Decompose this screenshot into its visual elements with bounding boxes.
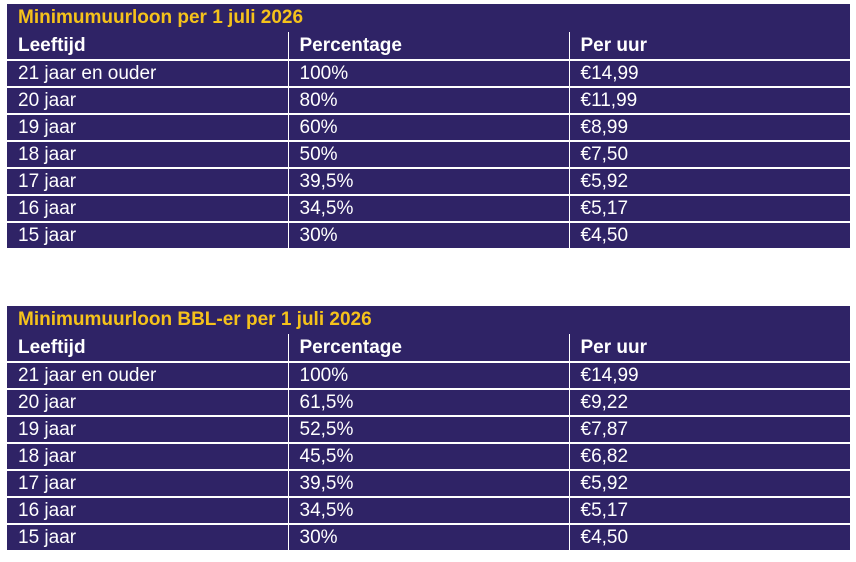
- header-percentage: Percentage: [287, 333, 569, 362]
- cell-percentage: 100%: [287, 361, 569, 389]
- cell-age: 20 jaar: [7, 86, 288, 114]
- cell-age: 16 jaar: [7, 496, 288, 524]
- cell-age: 21 jaar en ouder: [7, 59, 288, 87]
- cell-hourly-wage: €14,99: [568, 361, 851, 389]
- minimum-wage-table: Minimumuurloon per 1 juli 2026 Leeftijd …: [7, 4, 851, 248]
- table-header-row: Leeftijd Percentage Per uur: [7, 31, 851, 60]
- cell-hourly-wage: €5,92: [568, 469, 851, 497]
- cell-hourly-wage: €14,99: [568, 59, 851, 87]
- table-row: 20 jaar 80% €11,99: [7, 86, 851, 114]
- cell-hourly-wage: €8,99: [568, 113, 851, 141]
- table-row: 19 jaar 52,5% €7,87: [7, 415, 851, 443]
- header-leeftijd: Leeftijd: [18, 336, 86, 358]
- cell-percentage: 39,5%: [287, 167, 569, 195]
- header-percentage: Percentage: [287, 31, 569, 60]
- table-title-row: Minimumuurloon per 1 juli 2026: [7, 4, 851, 32]
- cell-age: 17 jaar: [7, 167, 288, 195]
- table-title: Minimumuurloon BBL-er per 1 juli 2026: [7, 306, 851, 334]
- table-row: 16 jaar 34,5% €5,17: [7, 194, 851, 222]
- table-row: 21 jaar en ouder 100% €14,99: [7, 361, 851, 389]
- cell-percentage: 50%: [287, 140, 569, 168]
- cell-hourly-wage: €5,17: [568, 194, 851, 222]
- bbl-minimum-wage-table: Minimumuurloon BBL-er per 1 juli 2026 Le…: [7, 306, 851, 550]
- cell-percentage: 80%: [287, 86, 569, 114]
- cell-hourly-wage: €4,50: [568, 221, 851, 248]
- cell-hourly-wage: €9,22: [568, 388, 851, 416]
- table-row: 17 jaar 39,5% €5,92: [7, 469, 851, 497]
- cell-age: 21 jaar en ouder: [7, 361, 288, 389]
- cell-age: 15 jaar: [7, 523, 288, 550]
- cell-age: 15 jaar: [7, 221, 288, 248]
- cell-percentage: 61,5%: [287, 388, 569, 416]
- table-header-row: Leeftijd Percentage Per uur: [7, 333, 851, 362]
- cell-percentage: 100%: [287, 59, 569, 87]
- table-row: 15 jaar 30% €4,50: [7, 221, 851, 248]
- header-per-uur: Per uur: [568, 333, 851, 362]
- cell-age: 18 jaar: [7, 442, 288, 470]
- cell-hourly-wage: €7,50: [568, 140, 851, 168]
- cell-hourly-wage: €4,50: [568, 523, 851, 550]
- cell-percentage: 34,5%: [287, 194, 569, 222]
- cell-hourly-wage: €5,92: [568, 167, 851, 195]
- table-row: 17 jaar 39,5% €5,92: [7, 167, 851, 195]
- cell-hourly-wage: €11,99: [568, 86, 851, 114]
- header-per-uur: Per uur: [568, 31, 851, 60]
- cell-percentage: 60%: [287, 113, 569, 141]
- cell-age: 16 jaar: [7, 194, 288, 222]
- cell-hourly-wage: €7,87: [568, 415, 851, 443]
- header-leeftijd: Leeftijd: [18, 34, 86, 56]
- cell-age: 19 jaar: [7, 113, 288, 141]
- table-row: 18 jaar 50% €7,50: [7, 140, 851, 168]
- table-row: 16 jaar 34,5% €5,17: [7, 496, 851, 524]
- table-row: 19 jaar 60% €8,99: [7, 113, 851, 141]
- table-row: 21 jaar en ouder 100% €14,99: [7, 59, 851, 87]
- cell-percentage: 45,5%: [287, 442, 569, 470]
- cell-percentage: 34,5%: [287, 496, 569, 524]
- table-title: Minimumuurloon per 1 juli 2026: [7, 4, 851, 32]
- cell-percentage: 30%: [287, 523, 569, 550]
- cell-percentage: 30%: [287, 221, 569, 248]
- table-row: 20 jaar 61,5% €9,22: [7, 388, 851, 416]
- table-row: 15 jaar 30% €4,50: [7, 523, 851, 550]
- cell-hourly-wage: €6,82: [568, 442, 851, 470]
- table-title-row: Minimumuurloon BBL-er per 1 juli 2026: [7, 306, 851, 334]
- cell-age: 17 jaar: [7, 469, 288, 497]
- cell-age: 18 jaar: [7, 140, 288, 168]
- cell-age: 20 jaar: [7, 388, 288, 416]
- cell-percentage: 39,5%: [287, 469, 569, 497]
- cell-hourly-wage: €5,17: [568, 496, 851, 524]
- cell-percentage: 52,5%: [287, 415, 569, 443]
- table-row: 18 jaar 45,5% €6,82: [7, 442, 851, 470]
- cell-age: 19 jaar: [7, 415, 288, 443]
